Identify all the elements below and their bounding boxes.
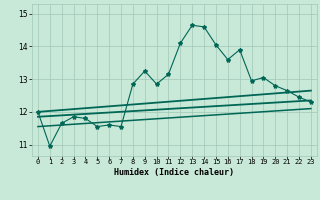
X-axis label: Humidex (Indice chaleur): Humidex (Indice chaleur): [115, 168, 234, 177]
